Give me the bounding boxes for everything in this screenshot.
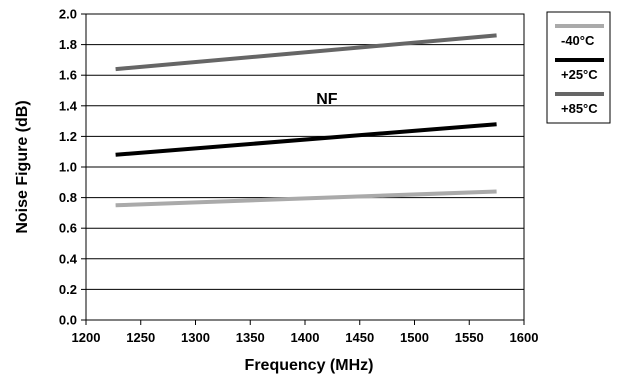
series-lines <box>115 33 497 208</box>
y-tick-label: 1.2 <box>59 129 77 144</box>
y-tick-label: 1.4 <box>59 98 78 113</box>
gridlines <box>86 13 524 321</box>
y-tick-label: 0.2 <box>59 282 77 297</box>
x-axis-ticks: 1200 1250 1300 1350 1400 1450 1500 1550 1600 <box>72 320 539 345</box>
legend-label: +25°C <box>561 67 598 82</box>
legend-frame <box>546 11 611 124</box>
x-tick-label: 1400 <box>291 330 320 345</box>
x-tick-label: 1600 <box>510 330 539 345</box>
y-tick-label: 0.0 <box>59 313 77 328</box>
series-line-1 <box>115 122 497 157</box>
x-tick-label: 1200 <box>72 330 101 345</box>
legend-label: -40°C <box>561 33 595 48</box>
y-tick-label: 1.0 <box>59 160 77 175</box>
annotation-label: NF <box>316 91 338 108</box>
y-tick-label: 1.8 <box>59 37 77 52</box>
x-tick-label: 1450 <box>345 330 374 345</box>
x-tick-label: 1300 <box>181 330 210 345</box>
y-tick-label: 2.0 <box>59 7 77 22</box>
annotations: NF <box>316 91 338 108</box>
x-tick-label: 1500 <box>400 330 429 345</box>
y-tick-label: 0.8 <box>59 190 77 205</box>
y-tick-label: 0.4 <box>59 251 78 266</box>
x-tick-label: 1250 <box>126 330 155 345</box>
legend: -40°C +25°C +85°C <box>546 11 611 124</box>
y-axis-title: Noise Figure (dB) <box>14 100 31 233</box>
x-tick-label: 1550 <box>455 330 484 345</box>
x-tick-label: 1350 <box>236 330 265 345</box>
series-line-2 <box>115 33 497 72</box>
series-line-0 <box>115 189 497 208</box>
x-axis-title: Frequency (MHz) <box>245 357 374 374</box>
y-axis-ticks: 0.0 0.2 0.4 0.6 0.8 1.0 1.2 1.4 1.6 1.8 2.0 <box>59 7 86 328</box>
legend-label: +85°C <box>561 101 598 116</box>
y-tick-label: 0.6 <box>59 221 77 236</box>
y-tick-label: 1.6 <box>59 68 77 83</box>
